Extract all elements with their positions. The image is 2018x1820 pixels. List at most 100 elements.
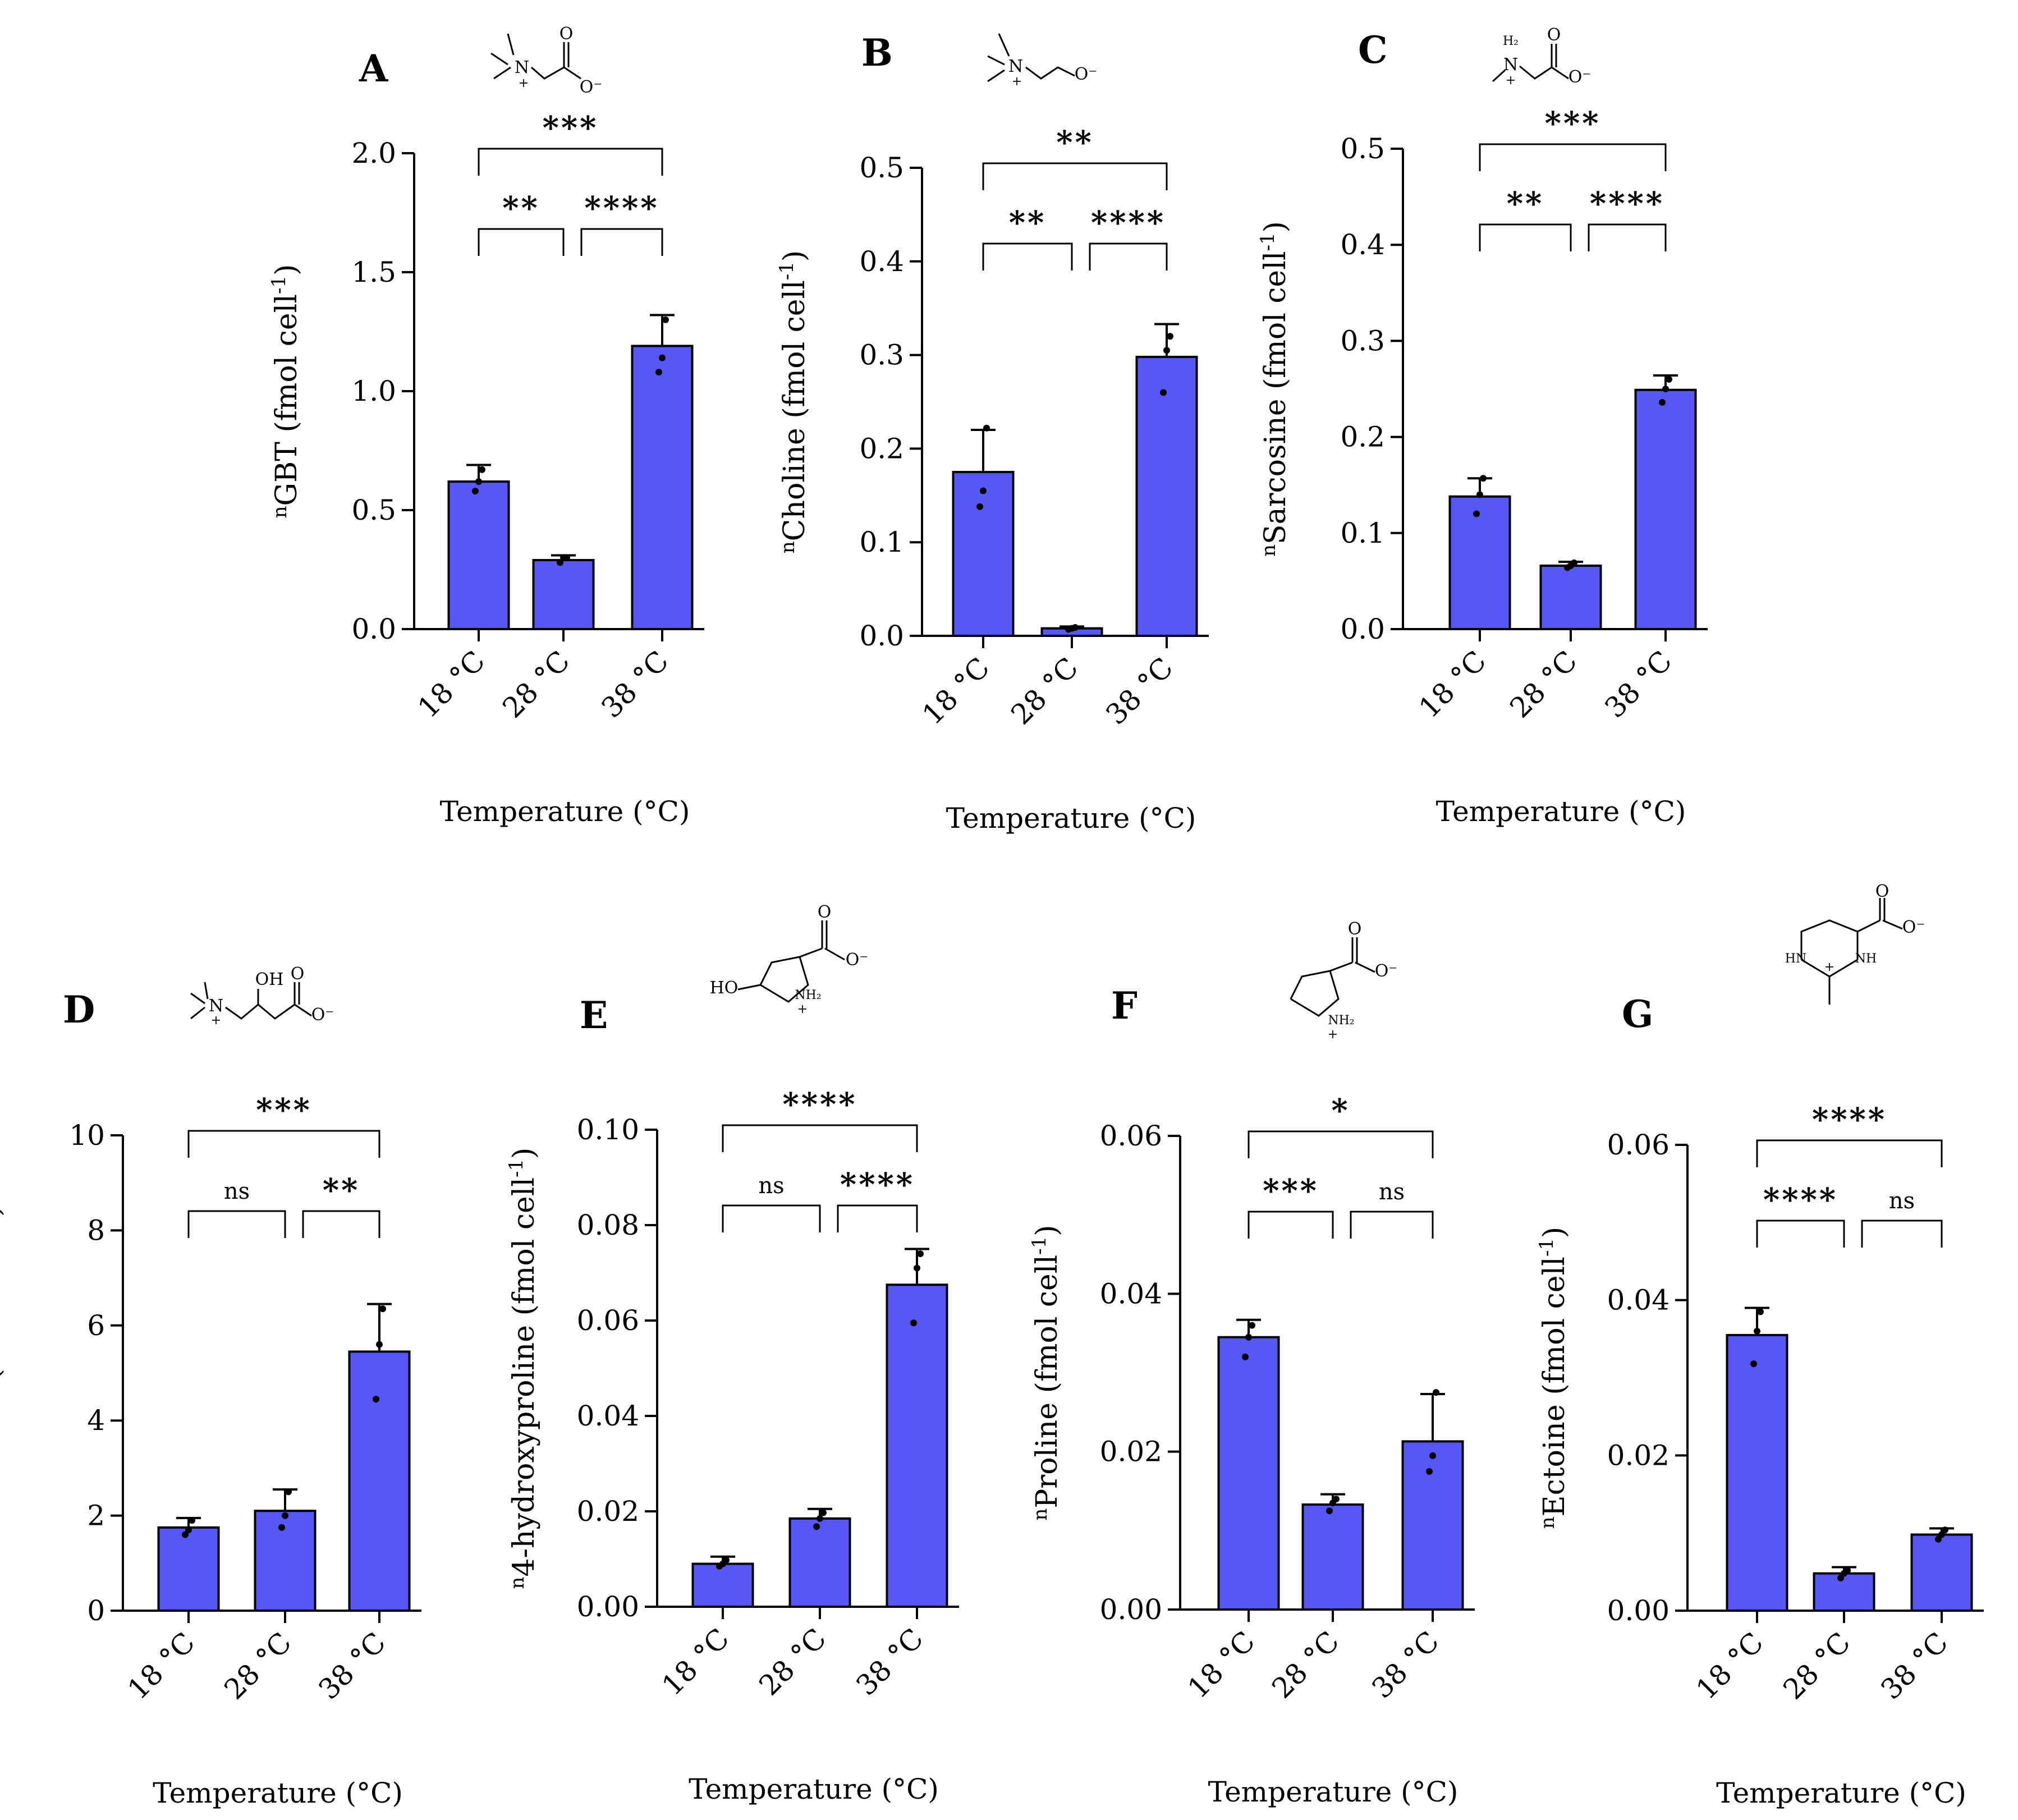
y-tick-label: 2 (87, 1500, 105, 1532)
y-title-superscript: n (269, 506, 291, 518)
bond-line (799, 947, 823, 958)
y-tick-label: 0.5 (351, 494, 396, 526)
data-point (1429, 1452, 1436, 1459)
significance-bracket (580, 228, 663, 256)
data-point (278, 1524, 285, 1531)
y-tick-label: 0.4 (859, 245, 904, 278)
data-point (475, 478, 482, 485)
significance-label: ** (1507, 185, 1544, 222)
y-title-close: ) (507, 1148, 541, 1159)
y-axis-title: nProline (fmol cell-1) (1028, 1225, 1064, 1520)
significance-label: ns (1379, 1179, 1405, 1205)
atom-label: + (1506, 74, 1516, 88)
significance-bracket (722, 1204, 821, 1232)
significance-bracket (302, 1210, 380, 1238)
data-point (983, 424, 990, 432)
data-point (1333, 1496, 1340, 1503)
molecule-structure-carnitine: N+ OH O O⁻ (190, 964, 334, 1028)
data-point (980, 487, 987, 494)
y-title-main: Ectoine (fmol cell (1538, 1257, 1571, 1516)
y-title-exponent: -1 (1028, 1236, 1051, 1255)
atom-label: NH (1855, 952, 1877, 966)
y-tick-label: 0.10 (577, 1113, 639, 1146)
significance-label: ** (502, 190, 540, 227)
y-tick-label: 0.2 (1340, 421, 1385, 453)
significance-bracket (478, 148, 663, 176)
atom-label: + (211, 1014, 221, 1028)
y-tick-label: 0 (87, 1594, 105, 1627)
y-title-main: Proline (fmol cell (1030, 1255, 1064, 1509)
significance-bracket (1350, 1211, 1434, 1239)
bar (1726, 1333, 1788, 1612)
y-tick-label: 0.04 (1607, 1284, 1670, 1317)
y-tick-label: 4 (87, 1404, 105, 1437)
data-point (1666, 375, 1672, 383)
y-tick-label: 0.04 (577, 1400, 639, 1432)
significance-label: ns (1889, 1188, 1915, 1214)
y-tick-label: 0.02 (1607, 1439, 1670, 1471)
y-axis-title: nSarcosine (fmol cell-1) (1256, 221, 1292, 557)
y-tick-label: 0.06 (1100, 1120, 1162, 1152)
bar (157, 1526, 220, 1612)
y-title-close: ) (1259, 221, 1292, 232)
atom-label: + (797, 1002, 808, 1016)
bond-line (987, 55, 1005, 66)
molecule-structure-choline: N+ O⁻ (987, 33, 1097, 89)
atom-label: O⁻ (1375, 961, 1397, 981)
bar (1301, 1503, 1364, 1611)
significance-bracket (187, 1130, 380, 1158)
y-title-main: Carnitine (amol cell (0, 1235, 7, 1528)
atom-label: NH₂ (795, 988, 821, 1002)
y-tick-label: 0.0 (1340, 613, 1385, 645)
y-tick-label: 0.02 (1100, 1436, 1162, 1468)
bar (1217, 1336, 1280, 1611)
y-tick-label: 0.08 (577, 1209, 639, 1241)
data-point (910, 1319, 917, 1327)
significance-label: **** (584, 190, 659, 227)
data-point (563, 554, 570, 561)
significance-bracket (1479, 223, 1572, 251)
significance-bracket (1588, 223, 1667, 251)
significance-bracket (1756, 1139, 1943, 1167)
atom-label: N (209, 996, 223, 1016)
data-point (1757, 1308, 1764, 1315)
atom-label: + (1328, 1028, 1338, 1042)
bar (1401, 1440, 1464, 1611)
y-tick-label: 0.06 (577, 1304, 639, 1337)
y-tick-label: 0.00 (1607, 1594, 1670, 1627)
data-point (1659, 398, 1666, 406)
significance-bracket (982, 162, 1168, 190)
x-axis-title: Temperature (°C) (1716, 1777, 1966, 1809)
data-point (182, 1531, 189, 1538)
atom-label: N (515, 58, 529, 77)
atom-label: HO (710, 978, 739, 998)
bond-line (1857, 919, 1881, 933)
y-axis-title: nEctoine (fmol cell-1) (1535, 1227, 1571, 1529)
bond-line (190, 1006, 205, 1020)
x-axis-title: Temperature (°C) (153, 1777, 403, 1809)
data-point (1837, 1574, 1844, 1581)
y-tick-label: 0.00 (577, 1590, 639, 1623)
atom-label: O⁻ (311, 1005, 334, 1025)
y-title-close: ) (0, 1205, 7, 1217)
y-title-superscript: n (506, 1577, 529, 1589)
chart-panel-c: C 0.0 0.1 0.2 0.3 0.4 0.5 nSarcosine (fmol cell… (1256, 25, 1708, 828)
y-tick-label: 0.00 (1100, 1593, 1162, 1626)
data-point (472, 488, 479, 495)
data-point (185, 1526, 192, 1534)
y-tick-label: 0.2 (859, 432, 904, 465)
y-tick-label: 6 (87, 1309, 105, 1342)
y-axis-title: nGBT (fmol cell-1) (268, 264, 304, 519)
bar (254, 1510, 317, 1612)
data-point (557, 559, 563, 566)
data-point (817, 1515, 823, 1522)
x-axis-title: Temperature (°C) (946, 802, 1196, 835)
bond-line (1800, 919, 1859, 960)
atom-label: HN (1785, 952, 1806, 966)
data-point (282, 1512, 288, 1519)
data-point (1426, 1468, 1433, 1475)
bar (1135, 355, 1198, 637)
significance-label: ** (1056, 124, 1094, 161)
